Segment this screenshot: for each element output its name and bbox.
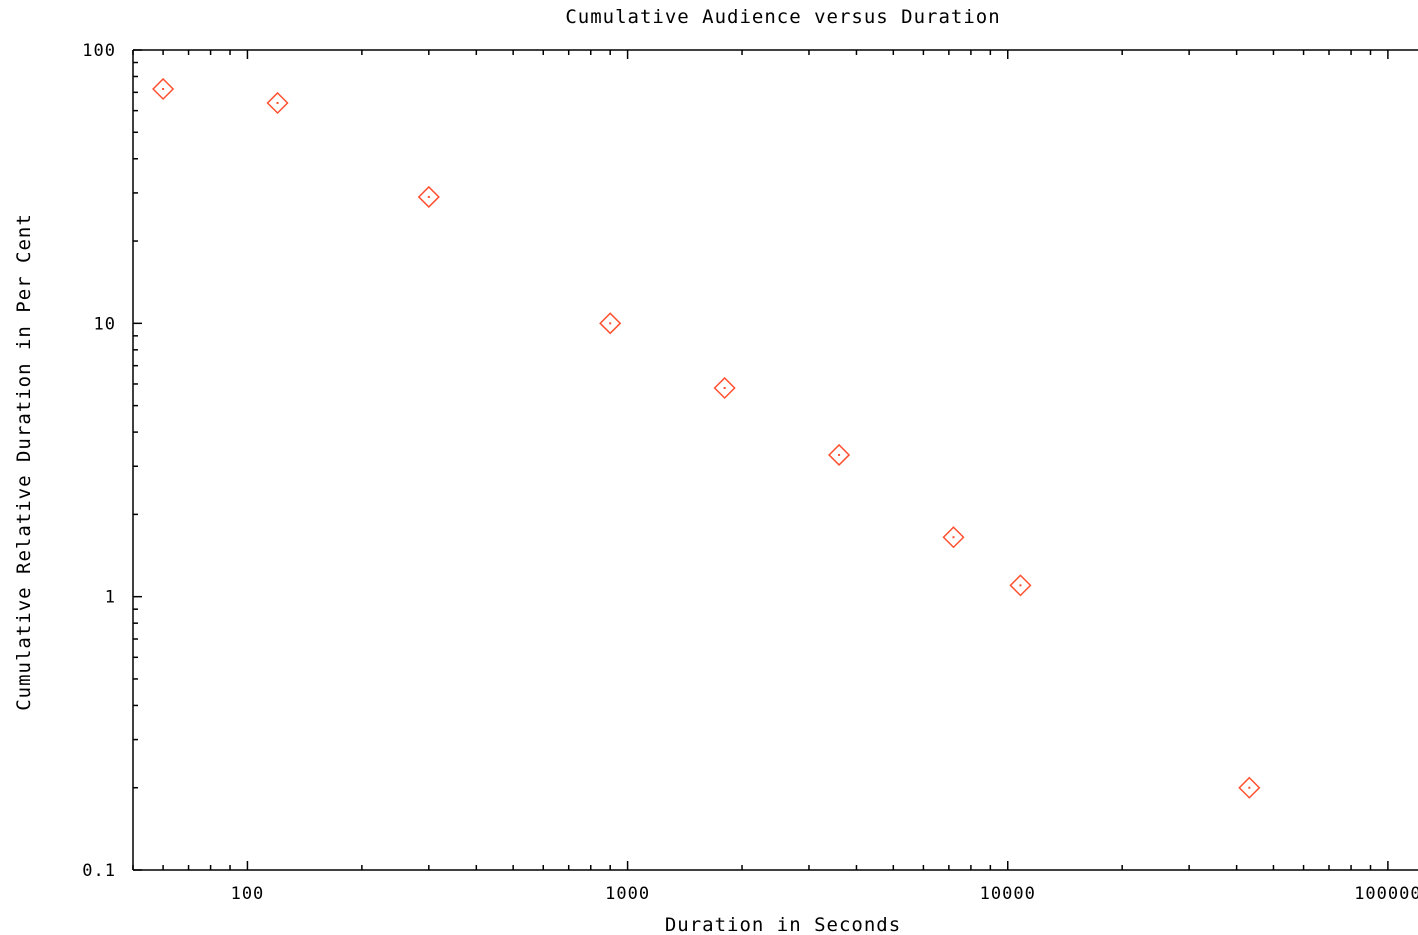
- marker-center-dot: [162, 87, 165, 90]
- marker-center-dot: [609, 322, 612, 325]
- diamond-marker: [1238, 776, 1261, 799]
- diamond-marker: [417, 185, 440, 209]
- diamond-marker: [942, 526, 965, 549]
- y-tick-label: 100: [82, 41, 116, 61]
- data-point: [1238, 776, 1261, 799]
- marker-center-dot: [1019, 584, 1022, 587]
- x-tick-label: 1000: [605, 884, 650, 904]
- data-point: [266, 91, 289, 115]
- marker-center-dot: [1248, 786, 1251, 789]
- data-point: [152, 77, 175, 101]
- y-tick-label: 1: [105, 588, 116, 608]
- diamond-marker: [152, 77, 175, 101]
- x-tick-label: 100: [231, 884, 265, 904]
- diamond-marker: [599, 312, 622, 335]
- marker-center-dot: [723, 386, 726, 389]
- y-tick-label: 10: [94, 314, 116, 334]
- diamond-marker: [713, 376, 736, 400]
- data-point: [828, 443, 851, 467]
- y-tick-label: 0.1: [82, 861, 116, 881]
- x-tick-label: 10000: [980, 884, 1036, 904]
- data-points: [152, 77, 1261, 799]
- marker-center-dot: [838, 453, 841, 456]
- chart-title: Cumulative Audience versus Duration: [565, 6, 1000, 28]
- marker-center-dot: [276, 101, 279, 104]
- x-tick-label: 100000: [1354, 884, 1418, 904]
- plot-frame: [132, 49, 1418, 871]
- data-point: [417, 185, 440, 209]
- diamond-marker: [828, 443, 851, 467]
- diamond-marker: [266, 91, 289, 115]
- data-point: [599, 312, 622, 335]
- marker-center-dot: [952, 536, 955, 539]
- tick-labels: 100 1000 10000 100000 0.1 1 10 100: [82, 41, 1418, 904]
- data-point: [1009, 574, 1032, 597]
- marker-center-dot: [427, 195, 430, 198]
- y-axis-label: Cumulative Relative Duration in Per Cent: [13, 213, 35, 711]
- x-axis-label: Duration in Seconds: [665, 914, 901, 935]
- diamond-marker: [1009, 574, 1032, 597]
- data-point: [942, 526, 965, 549]
- data-point: [713, 376, 736, 400]
- axis-ticks: [132, 49, 1389, 871]
